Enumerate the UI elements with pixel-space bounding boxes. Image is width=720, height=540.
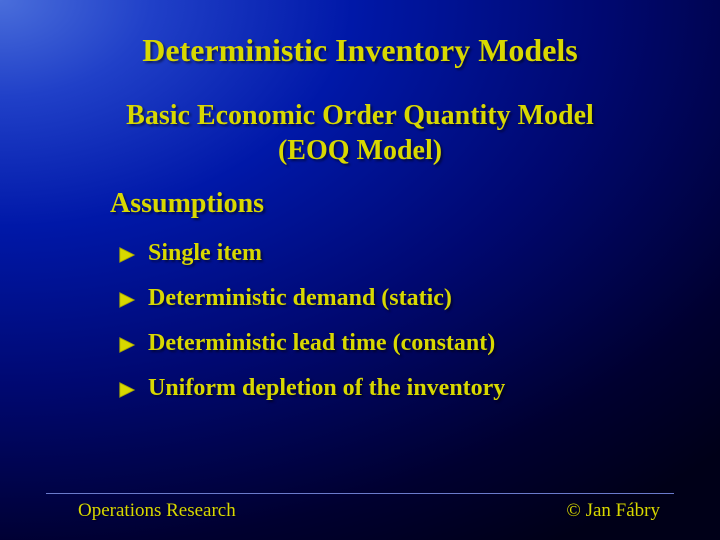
triangle-right-icon	[118, 332, 142, 354]
bullet-text: Deterministic demand (static)	[148, 285, 452, 312]
list-item: Deterministic demand (static)	[118, 285, 505, 312]
footer-left: Operations Research	[78, 500, 236, 522]
bullet-text: Uniform depletion of the inventory	[148, 375, 505, 402]
triangle-right-icon	[118, 242, 142, 264]
list-item: Deterministic lead time (constant)	[118, 330, 505, 357]
footer-divider	[46, 493, 674, 494]
subtitle-line-2: (EOQ Model)	[278, 135, 442, 166]
slide-subtitle: Basic Economic Order Quantity Model (EOQ…	[0, 98, 720, 168]
footer-right: © Jan Fábry	[566, 500, 660, 522]
triangle-right-icon	[118, 287, 142, 309]
section-heading: Assumptions	[110, 188, 264, 220]
subtitle-line-1: Basic Economic Order Quantity Model	[126, 100, 594, 131]
triangle-right-icon	[118, 377, 142, 399]
slide-title: Deterministic Inventory Models	[0, 32, 720, 69]
bullet-text: Deterministic lead time (constant)	[148, 330, 495, 357]
list-item: Single item	[118, 240, 505, 267]
list-item: Uniform depletion of the inventory	[118, 375, 505, 402]
slide: Deterministic Inventory Models Basic Eco…	[0, 0, 720, 540]
bullet-text: Single item	[148, 240, 262, 267]
bullet-list: Single item Deterministic demand (static…	[118, 240, 505, 420]
